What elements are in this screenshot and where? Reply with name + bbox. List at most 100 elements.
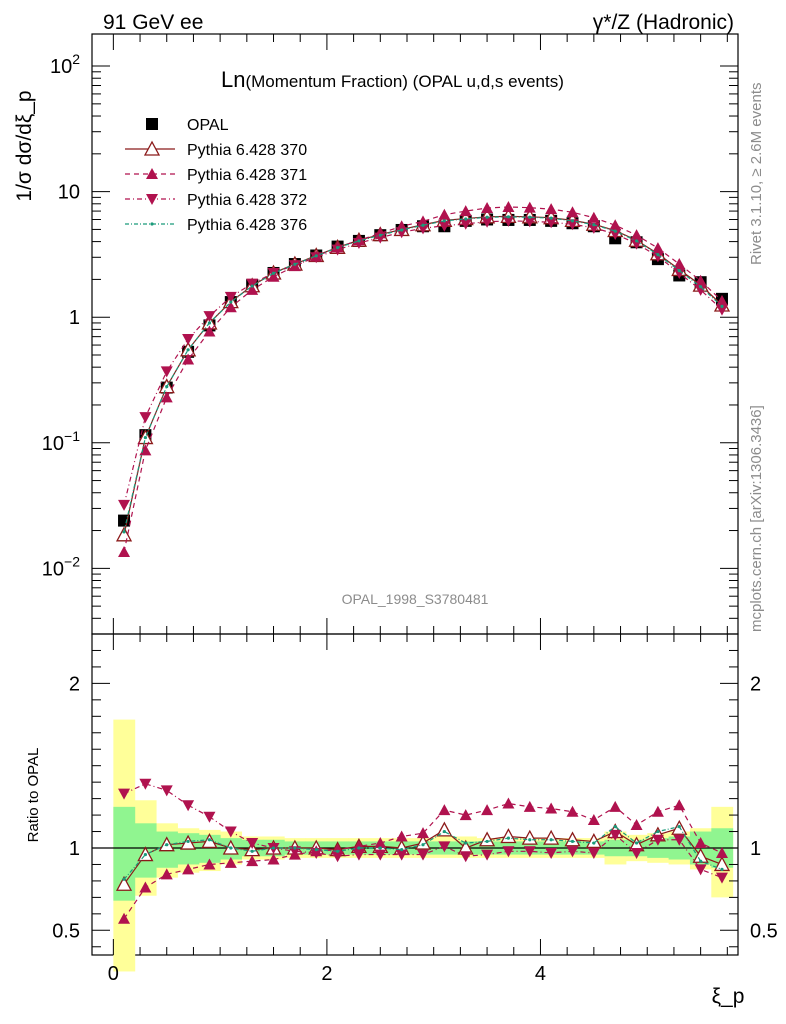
ratio-point-2 — [139, 778, 152, 790]
ratio-point-1 — [523, 800, 536, 812]
ratio-point-1 — [651, 805, 664, 817]
data-point-3 — [651, 251, 664, 263]
data-point-4 — [421, 223, 425, 227]
ratio-point-1 — [118, 912, 131, 924]
header-right: γ*/Z (Hadronic) — [593, 11, 734, 34]
ratio-point-1 — [352, 840, 365, 852]
ratio-point-3 — [442, 829, 446, 834]
data-point-4 — [357, 239, 361, 243]
data-point-2 — [587, 211, 600, 223]
ratio-point-2 — [502, 846, 515, 858]
ratio-point-2 — [481, 849, 494, 861]
data-point-4 — [592, 223, 596, 227]
ratio-point-0 — [500, 828, 517, 844]
data-point-3 — [224, 291, 237, 303]
data-point-3 — [139, 412, 152, 424]
data-point-2 — [203, 325, 216, 337]
data-point-4 — [314, 254, 318, 258]
legend-marker-1 — [143, 140, 161, 156]
data-point-2 — [673, 258, 686, 270]
ratio-point-1 — [502, 797, 515, 809]
legend-marker-0 — [146, 118, 158, 130]
x-tick-label: 2 — [321, 963, 332, 985]
data-point-4 — [250, 284, 254, 288]
data-point-0 — [118, 514, 131, 527]
ratio-point-2 — [694, 864, 707, 876]
data-point-2 — [459, 205, 472, 217]
data-point-2 — [523, 201, 536, 213]
data-point-2 — [224, 301, 237, 313]
data-point-4 — [229, 300, 233, 304]
legend-label-4: Pythia 6.428 376 — [187, 217, 307, 234]
data-point-3 — [310, 252, 323, 264]
ratio-point-2 — [224, 826, 237, 838]
ratio-point-1 — [545, 802, 558, 814]
ratio-point-2 — [352, 849, 365, 861]
data-point-2 — [566, 206, 579, 218]
ratio-point-3 — [207, 838, 212, 842]
ratio-point-1 — [673, 799, 686, 811]
ratio-point-1 — [609, 800, 622, 812]
ratio-point-2 — [609, 829, 622, 841]
ratio-point-3 — [314, 848, 318, 852]
legend-label-2: Pythia 6.428 371 — [187, 167, 307, 184]
data-point-3 — [609, 228, 622, 240]
ratio-point-3 — [122, 877, 126, 881]
ratio-point-1 — [566, 805, 579, 817]
ratio-y-tick-label-left: 0.5 — [52, 920, 80, 942]
ratio-point-2 — [374, 849, 387, 861]
legend-marker-4 — [150, 222, 154, 226]
ratio-point-1 — [267, 853, 280, 865]
rivet-label: Rivet 3.1.10, ≥ 2.6M events — [748, 83, 765, 266]
x-tick-label: 4 — [535, 963, 546, 985]
data-point-2 — [438, 208, 451, 220]
ratio-point-3 — [143, 852, 147, 857]
ratio-point-1 — [715, 846, 728, 858]
y-tick-label: 10−1 — [42, 428, 80, 455]
ratio-point-3 — [720, 867, 724, 872]
ratio-point-3 — [592, 841, 596, 845]
data-point-4 — [271, 271, 276, 275]
y-tick-label: 1 — [69, 307, 80, 329]
y-tick-label: 10−2 — [42, 553, 80, 580]
data-point-3 — [673, 267, 686, 279]
ratio-point-3 — [250, 849, 254, 853]
data-point-4 — [186, 348, 190, 352]
ratio-point-3 — [400, 848, 404, 852]
ratio-point-2 — [160, 785, 173, 797]
data-point-2 — [694, 274, 707, 286]
ratio-point-2 — [203, 811, 216, 823]
data-point-2 — [182, 353, 195, 365]
data-point-2 — [715, 294, 728, 306]
data-point-4 — [506, 215, 511, 219]
data-point-3 — [481, 216, 494, 228]
y-axis-label: 1/σ dσ/dξ_p — [13, 90, 36, 201]
mcplots-label: mcplots.cern.ch [arXiv:1306.3436] — [748, 405, 765, 632]
ratio-point-0 — [521, 829, 538, 845]
data-point-2 — [160, 391, 173, 403]
data-point-3 — [459, 218, 472, 230]
data-point-2 — [609, 219, 622, 231]
data-point-4 — [293, 262, 297, 266]
ratio-y-tick-label-right: 0.5 — [750, 920, 778, 942]
ratio-point-2 — [566, 846, 579, 858]
y-tick-label: 102 — [50, 51, 80, 78]
data-point-3 — [118, 499, 131, 511]
ratio-point-1 — [182, 863, 195, 875]
data-point-4 — [570, 219, 575, 223]
series-line-4 — [123, 216, 723, 533]
data-point-4 — [720, 304, 724, 308]
plot-title-rest: (Momentum Fraction) (OPAL u,d,s events) — [245, 72, 563, 91]
data-point-4 — [400, 228, 404, 232]
data-point-2 — [139, 444, 152, 456]
data-point-3 — [246, 278, 259, 290]
ratio-point-0 — [115, 875, 133, 891]
data-point-2 — [545, 203, 558, 215]
data-point-2 — [118, 545, 131, 557]
plot-title-main: Ln — [221, 67, 245, 92]
ratio-point-3 — [528, 838, 532, 842]
ratio-point-1 — [224, 856, 237, 868]
ratio-y-tick-label-right: 1 — [750, 838, 761, 860]
ratio-point-3 — [357, 846, 361, 850]
